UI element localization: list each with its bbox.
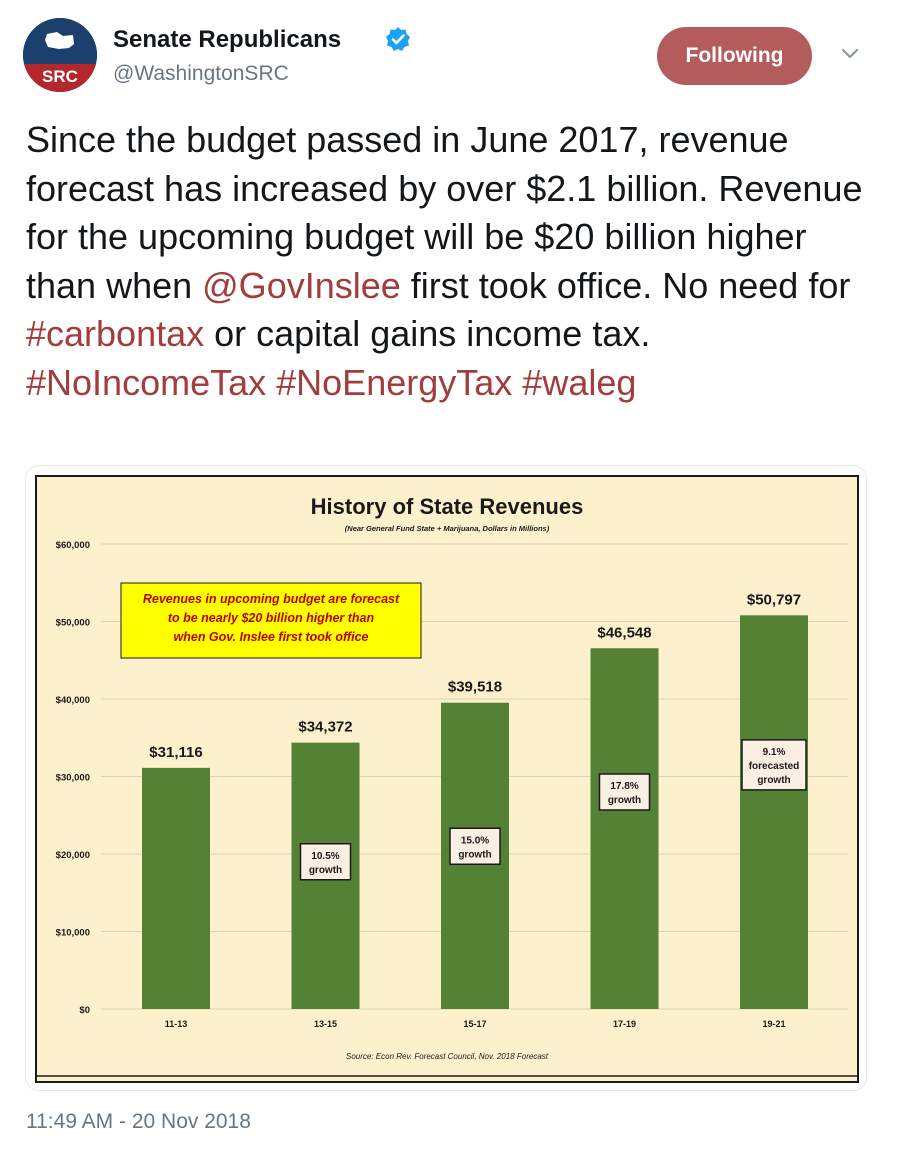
y-tick-label: $20,000 — [56, 850, 90, 861]
bar-value-label: $46,548 — [597, 624, 651, 641]
tweet-media-card[interactable]: History of State Revenues (Near General F… — [25, 465, 867, 1091]
bar-value-label: $50,797 — [747, 591, 801, 608]
y-tick-label: $10,000 — [56, 928, 90, 939]
growth-label-text: growth — [757, 775, 790, 786]
bar-value-label: $34,372 — [298, 719, 352, 736]
hashtag-link[interactable]: #NoEnergyTax — [276, 361, 513, 403]
y-tick-label: $50,000 — [56, 618, 90, 629]
tweet-text-segment — [512, 362, 522, 403]
callout-text: to be nearly $20 billion higher than — [168, 611, 375, 625]
following-button[interactable]: Following — [657, 27, 812, 85]
growth-label-box — [598, 773, 651, 811]
tweet-text: Since the budget passed in June 2017, re… — [26, 116, 876, 407]
hashtag-link[interactable]: #waleg — [522, 361, 637, 403]
callout-box — [120, 582, 422, 659]
author-handle[interactable]: @WashingtonSRC — [113, 62, 289, 85]
tweet-text-segment: or capital gains income tax. — [204, 313, 651, 354]
bar-value-label: $39,518 — [448, 679, 502, 696]
revenue-chart: History of State Revenues (Near General F… — [35, 475, 859, 1083]
mention-link[interactable]: @GovInslee — [202, 264, 401, 306]
hashtag-link[interactable]: #NoIncomeTax — [26, 361, 267, 403]
hashtag-link[interactable]: #carbontax — [26, 313, 205, 354]
chart-title: History of State Revenues — [311, 494, 584, 519]
growth-label-text: 9.1% — [763, 747, 786, 758]
author-name[interactable]: Senate Republicans — [113, 26, 342, 53]
growth-label-text: forecasted — [749, 761, 800, 772]
growth-label-box — [449, 827, 501, 865]
y-tick-label: $60,000 — [56, 540, 90, 551]
y-tick-label: $40,000 — [56, 695, 90, 706]
bar-value-label: $31,116 — [149, 744, 202, 761]
growth-label-text: growth — [458, 849, 491, 860]
tweet-timestamp[interactable]: 11:49 AM - 20 Nov 2018 — [26, 1110, 251, 1133]
growth-label-text: growth — [608, 795, 641, 806]
avatar-logo-icon: SRC — [23, 18, 97, 92]
growth-label-text: growth — [309, 865, 342, 876]
bar — [590, 648, 659, 1009]
growth-label-text: 15.0% — [461, 835, 489, 846]
y-tick-label: $30,000 — [56, 773, 90, 784]
x-tick-label: 13-15 — [314, 1019, 337, 1029]
chevron-down-icon[interactable] — [838, 46, 862, 62]
x-tick-label: 11-13 — [165, 1019, 188, 1029]
x-tick-label: 17-19 — [613, 1019, 636, 1029]
tweet-text-segment: first took office. No need for — [400, 264, 851, 306]
chart-subtitle: (Near General Fund State + Marijuana, Do… — [345, 524, 550, 533]
y-tick-label: $0 — [79, 1005, 90, 1016]
tweet-text-segment: Since the budget passed in June 2017, re… — [26, 119, 863, 306]
growth-label-text: 10.5% — [311, 851, 339, 862]
callout-text: Revenues in upcoming budget are forecast — [143, 592, 400, 606]
callout-text: when Gov. Inslee first took office — [174, 630, 369, 644]
bar — [740, 615, 808, 1009]
growth-label-box — [299, 843, 352, 881]
x-tick-label: 15-17 — [463, 1019, 486, 1029]
tweet-header: SRC Senate Republicans @WashingtonSRC Fo… — [0, 0, 902, 110]
chart-source: Source: Econ Rev. Forecast Council, Nov.… — [346, 1052, 549, 1061]
growth-label-box — [741, 739, 807, 791]
bar — [142, 767, 210, 1009]
avatar-text: SRC — [42, 67, 78, 86]
avatar[interactable]: SRC — [23, 18, 97, 92]
tweet-text-segment — [266, 362, 276, 403]
x-tick-label: 19-21 — [762, 1019, 785, 1029]
verified-badge-icon — [386, 27, 410, 51]
growth-label-text: 17.8% — [610, 781, 638, 792]
